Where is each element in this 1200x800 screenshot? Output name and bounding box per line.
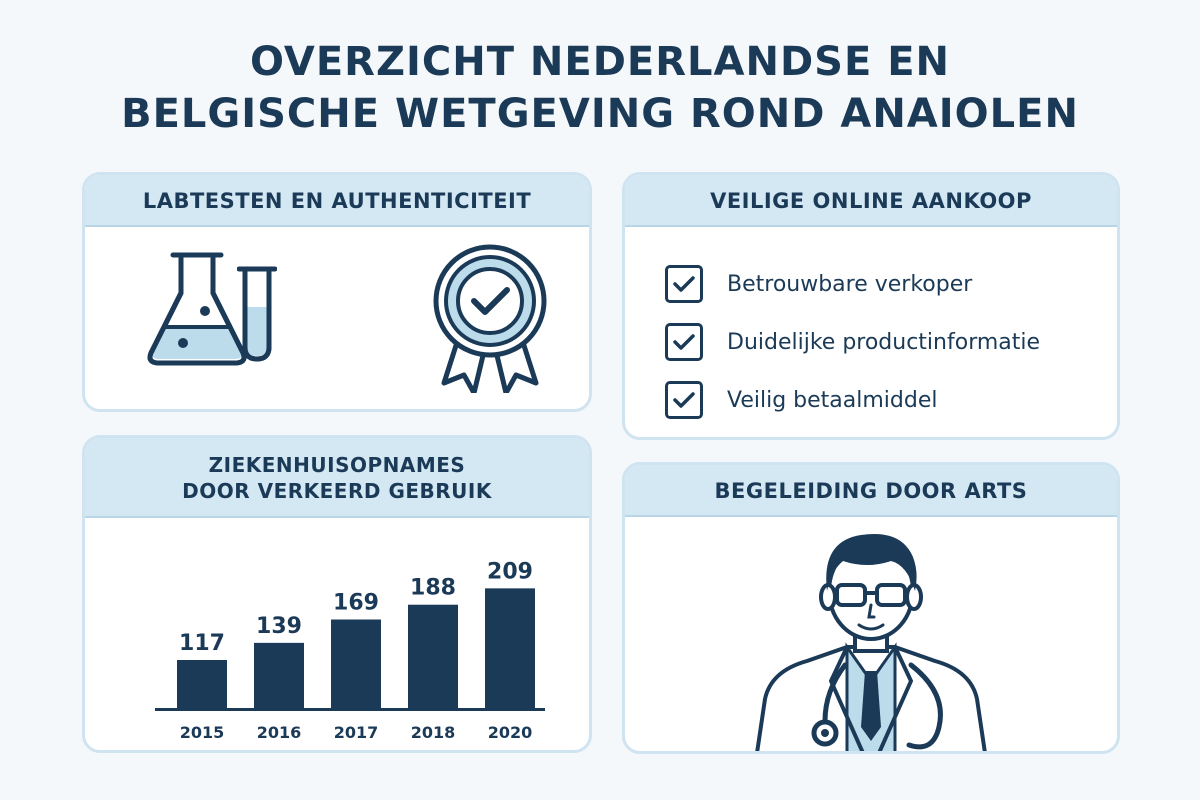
checkbox-checked-icon [665, 381, 703, 419]
title-line-2: BELGISCHE WETGEVING ROND ANAIOLEN [121, 91, 1079, 137]
checklist-item-label: Veilig betaalmiddel [727, 387, 938, 413]
doctor-card-header: BEGELEIDING DOOR ARTS [625, 465, 1117, 517]
list-item: Veilig betaalmiddel [665, 371, 1040, 429]
flask-icon [147, 252, 247, 366]
data-label-2020: 209 [487, 559, 533, 584]
title-line-1: OVERZICHT NEDERLANDSE EN [249, 39, 951, 85]
hospital-admissions-card: ZIEKENHUISOPNAMES DOOR VERKEERD GEBRUIK … [82, 435, 592, 753]
bar-2015 [177, 660, 227, 708]
checkbox-checked-icon [665, 323, 703, 361]
lab-card-header: LABTESTEN EN AUTHENTICITEIT [85, 175, 589, 227]
online-card-header: VEILIGE ONLINE AANKOOP [625, 175, 1117, 227]
data-label-2018: 188 [410, 576, 456, 601]
bar-2016 [254, 642, 304, 708]
x-tick-label-2020: 2020 [488, 723, 533, 742]
x-tick-label-2016: 2016 [257, 723, 302, 742]
bar-2020 [485, 588, 535, 708]
x-tick-label-2018: 2018 [411, 723, 456, 742]
test-tube-icon [237, 266, 277, 362]
lab-testing-card: LABTESTEN EN AUTHENTICITEIT [82, 172, 592, 412]
bar-chart: 117 2015 139 2016 169 2017 188 2018 209 2020 [155, 559, 545, 742]
hospital-header-line-2: DOOR VERKEERD GEBRUIK [182, 479, 492, 503]
online-purchase-card: VEILIGE ONLINE AANKOOP Betrouwbare verko… [622, 172, 1120, 440]
bar-2018 [408, 604, 458, 708]
checklist-item-label: Betrouwbare verkoper [727, 271, 973, 297]
data-label-2016: 139 [256, 614, 302, 639]
hospital-header-line-1: ZIEKENHUISOPNAMES [208, 453, 466, 477]
data-label-2015: 117 [179, 631, 225, 656]
checkbox-checked-icon [665, 265, 703, 303]
bar-2017 [331, 619, 381, 708]
checklist-item-label: Duidelijke productinformatie [727, 329, 1041, 355]
list-item: Betrouwbare verkoper [665, 255, 1040, 313]
doctor-guidance-card: BEGELEIDING DOOR ARTS [622, 462, 1120, 754]
data-label-2017: 169 [333, 591, 379, 616]
checklist: Betrouwbare verkoper Duidelijke producti… [665, 255, 1040, 429]
x-tick-label-2015: 2015 [180, 723, 225, 742]
x-tick-label-2017: 2017 [334, 723, 379, 742]
list-item: Duidelijke productinformatie [665, 313, 1040, 371]
hospital-card-header: ZIEKENHUISOPNAMES DOOR VERKEERD GEBRUIK [85, 438, 589, 518]
stethoscope-icon [811, 662, 943, 750]
award-badge-icon [433, 244, 547, 393]
page-title: OVERZICHT NEDERLANDSE EN BELGISCHE WETGE… [0, 36, 1200, 140]
